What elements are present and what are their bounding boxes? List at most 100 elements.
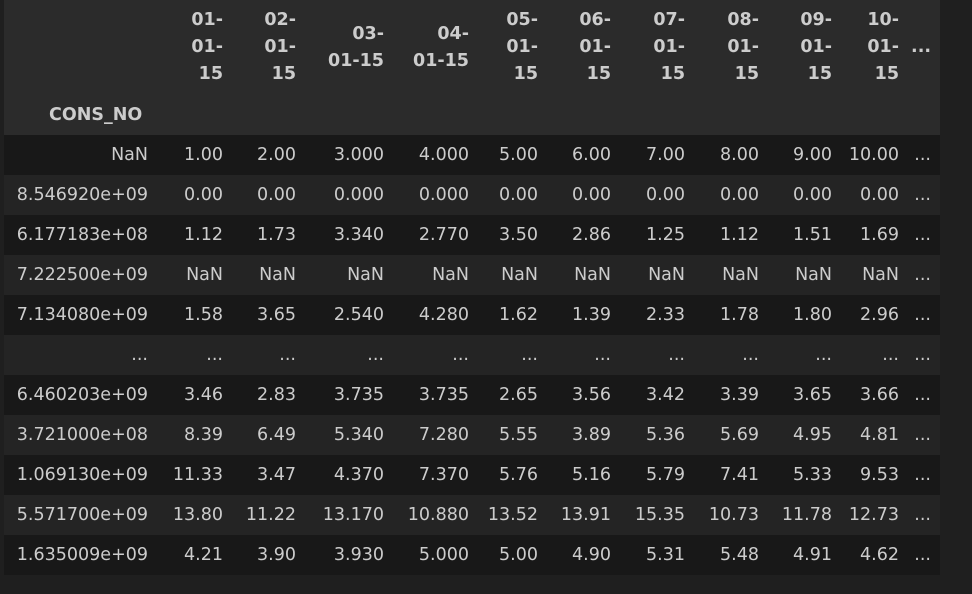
table-cell: ... [841,335,908,375]
table-cell: 6.00 [547,135,620,175]
table-cell: 2.86 [547,215,620,255]
table-cell: ... [620,335,694,375]
table-cell: 12.73 [841,495,908,535]
index-name-row: CONS_NO [4,95,940,135]
table-row: 8.546920e+09 0.00 0.00 0.000 0.000 0.00 0.00 0.… [4,175,940,215]
index-name-filler [841,95,908,135]
table-cell: 3.39 [694,375,768,415]
column-header: 02- 01- 15 [232,0,305,95]
column-header: 09- 01- 15 [768,0,841,95]
table-row: 1.635009e+09 4.21 3.90 3.930 5.000 5.00 4.90 5.… [4,535,940,575]
table-cell: 8.39 [157,415,232,455]
column-header-line: 06- [579,10,611,30]
column-header: 10- 01- 15 [841,0,908,95]
table-cell: 0.000 [305,175,393,215]
table-cell: 3.56 [547,375,620,415]
column-header-line: 15 [660,64,685,84]
table-cell: 1.62 [478,295,547,335]
cell-ellipsis: ... [908,375,940,415]
table-cell: 5.76 [478,455,547,495]
table-cell: 2.540 [305,295,393,335]
column-header: 08- 01- 15 [694,0,768,95]
index-name-filler [478,95,547,135]
column-header-line: 01- [653,37,685,57]
cell-ellipsis: ... [908,135,940,175]
table-cell: 6.49 [232,415,305,455]
table-cell: 7.370 [393,455,478,495]
table-cell: 0.00 [694,175,768,215]
table-cell: 2.770 [393,215,478,255]
table-row: 1.069130e+09 11.33 3.47 4.370 7.370 5.76 5.16 5… [4,455,940,495]
table-cell: ... [694,335,768,375]
column-header-line: 01-15 [328,50,384,71]
column-header-line: 01-15 [413,50,469,71]
table-cell: 3.340 [305,215,393,255]
index-name-filler [232,95,305,135]
column-header: 01- 01- 15 [157,0,232,95]
table-cell: NaN [620,255,694,295]
cell-ellipsis: ... [908,255,940,295]
column-header: 06- 01- 15 [547,0,620,95]
table-cell: 3.46 [157,375,232,415]
table-cell: 2.65 [478,375,547,415]
row-index: 5.571700e+09 [4,495,157,535]
table-cell: 4.91 [768,535,841,575]
table-cell: NaN [547,255,620,295]
table-cell: 3.47 [232,455,305,495]
row-index: 6.460203e+09 [4,375,157,415]
column-header: 05- 01- 15 [478,0,547,95]
table-row: 6.460203e+09 3.46 2.83 3.735 3.735 2.65 3.56 3.… [4,375,940,415]
table-cell: 5.48 [694,535,768,575]
table-cell: 4.62 [841,535,908,575]
column-header-line: 07- [653,10,685,30]
table-cell: ... [478,335,547,375]
table-cell: 1.12 [694,215,768,255]
column-header-line: 05- [506,10,538,30]
table-cell: 1.51 [768,215,841,255]
column-header-line: 15 [513,64,538,84]
row-index: NaN [4,135,157,175]
row-index: 1.635009e+09 [4,535,157,575]
table-cell: 4.000 [393,135,478,175]
column-header-line: 01- [264,37,296,57]
table-cell: 1.69 [841,215,908,255]
column-header-row: 01- 01- 15 02- 01- 15 03- 01-15 04- 01-15 05- 01- 15… [4,0,940,95]
table-cell: 10.00 [841,135,908,175]
table-cell: NaN [768,255,841,295]
table-row: 7.134080e+09 1.58 3.65 2.540 4.280 1.62 1.39 2.… [4,295,940,335]
table-cell: NaN [305,255,393,295]
table-cell: 10.73 [694,495,768,535]
table-cell: 10.880 [393,495,478,535]
table-cell: 3.42 [620,375,694,415]
table-row: 6.177183e+08 1.12 1.73 3.340 2.770 3.50 2.86 1.… [4,215,940,255]
column-header-line: 01- [191,10,223,30]
table-cell: NaN [478,255,547,295]
table-cell: 2.96 [841,295,908,335]
column-header-line: 01- [191,37,223,57]
table-cell: 9.00 [768,135,841,175]
column-header-line: 03- [352,23,384,44]
table-cell: 2.83 [232,375,305,415]
row-index: 3.721000e+08 [4,415,157,455]
table-cell: 3.66 [841,375,908,415]
table-cell: 4.81 [841,415,908,455]
index-name-filler [694,95,768,135]
table-cell: 7.41 [694,455,768,495]
cell-ellipsis: ... [908,455,940,495]
index-name-filler [620,95,694,135]
column-header-line: 01- [867,37,899,57]
table-cell: 0.00 [232,175,305,215]
cell-ellipsis: ... [908,215,940,255]
column-header-line: 01- [506,37,538,57]
table-cell: 13.91 [547,495,620,535]
column-header-line: 09- [800,10,832,30]
table-cell: 1.78 [694,295,768,335]
table-cell: 13.170 [305,495,393,535]
table-cell: ... [232,335,305,375]
table-cell: 4.95 [768,415,841,455]
table-cell: 5.55 [478,415,547,455]
table-row: .................................... [4,335,940,375]
table-cell: 5.79 [620,455,694,495]
cell-ellipsis: ... [908,295,940,335]
column-header-line: 01- [579,37,611,57]
